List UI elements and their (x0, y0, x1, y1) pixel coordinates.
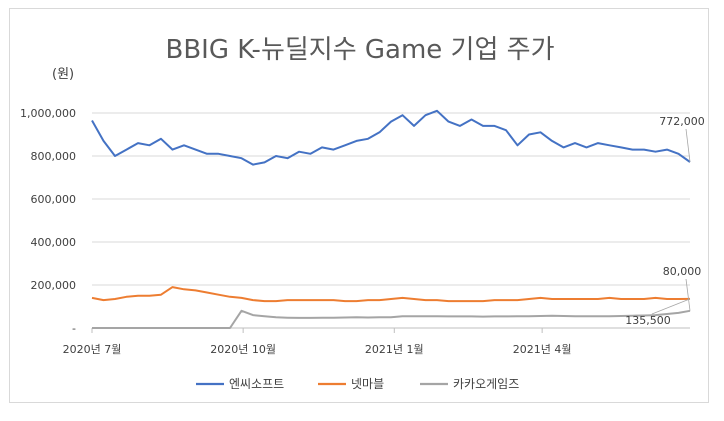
x-tick-label: 2020년 10월 (210, 343, 276, 356)
label-leader (685, 128, 691, 163)
end-value-label: 80,000 (663, 265, 702, 278)
y-tick-label: 800,000 (31, 150, 77, 163)
y-tick-label: 600,000 (31, 193, 77, 206)
x-tick-label: 2021년 4월 (513, 343, 572, 356)
series-line-1 (91, 286, 691, 303)
chart-title: BBIG K-뉴딜지수 Game 기업 주가 (165, 35, 554, 65)
y-axis-ticks: - 200,000 400,000 600,000 800,000 1,000,000 (20, 107, 76, 335)
end-labels: 772,000 135,500 80,000 (625, 115, 705, 327)
legend-label: 엔씨소프트 (229, 377, 284, 391)
legend-label: 카카오게임즈 (453, 377, 519, 391)
x-axis-ticks: 2020년 7월 2020년 10월 2021년 1월 2021년 4월 (63, 328, 572, 356)
label-leader (685, 278, 691, 311)
y-tick-label: 400,000 (31, 236, 77, 249)
y-tick-label: 200,000 (31, 279, 77, 292)
x-tick-label: 2021년 1월 (365, 343, 424, 356)
y-tick-label: - (72, 322, 76, 335)
legend: 엔씨소프트 넷마블 카카오게임즈 (196, 377, 519, 391)
legend-label: 넷마블 (351, 377, 384, 391)
series-line-0 (91, 109, 691, 166)
y-axis-unit: (원) (52, 67, 74, 82)
x-tick-label: 2020년 7월 (63, 343, 122, 356)
end-value-label: 135,500 (625, 314, 671, 327)
series-line-2 (92, 309, 691, 329)
y-tick-label: 1,000,000 (20, 107, 76, 120)
series-lines (91, 109, 691, 329)
chart-frame (9, 8, 709, 403)
end-value-label: 772,000 (659, 115, 705, 128)
label-leader (651, 298, 691, 315)
